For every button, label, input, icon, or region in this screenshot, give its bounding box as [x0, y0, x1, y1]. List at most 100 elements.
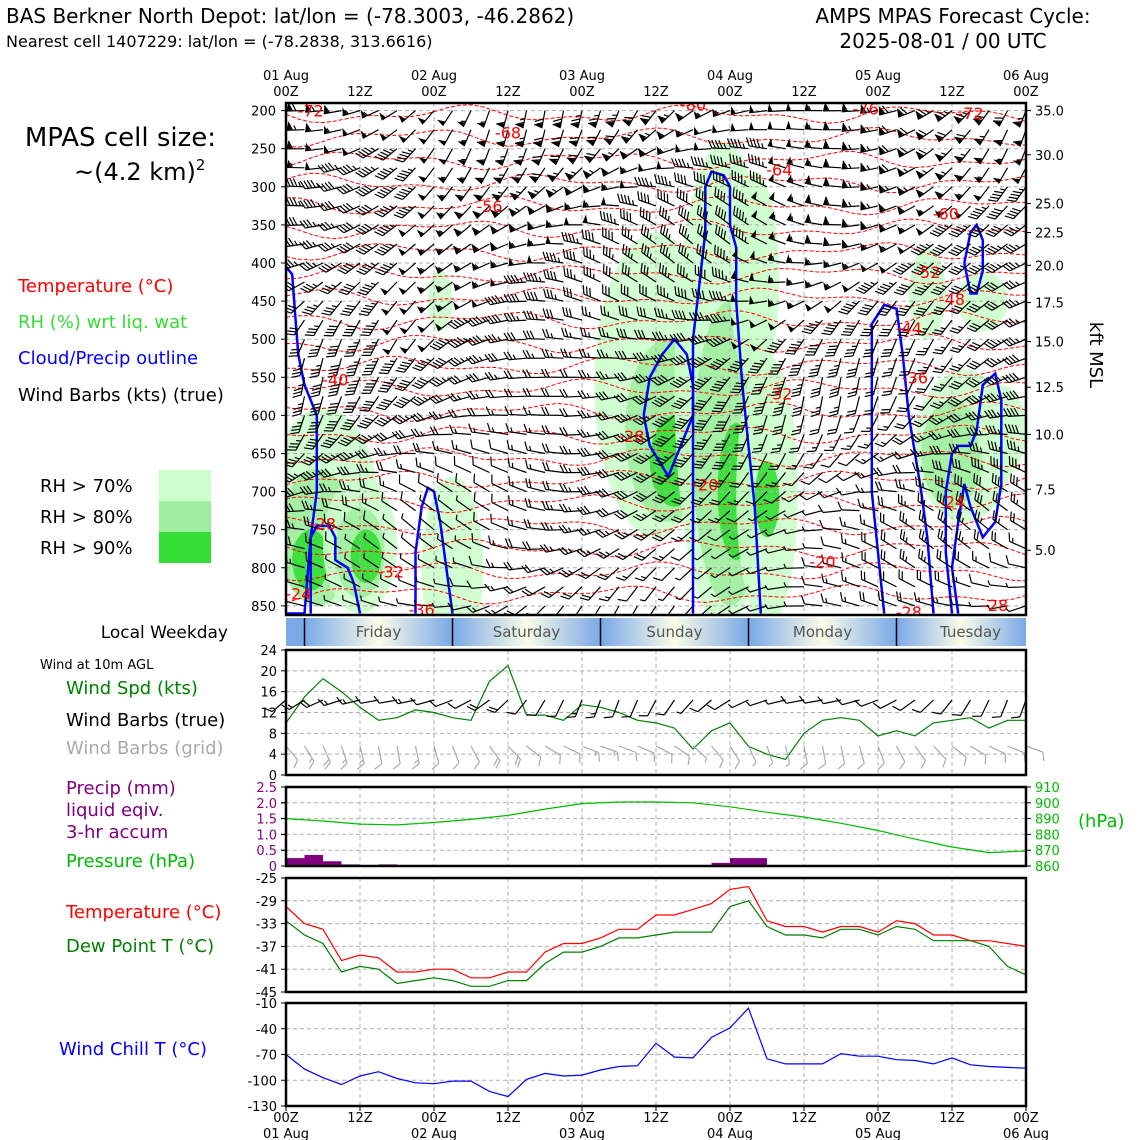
xs-barb-835-staff — [823, 581, 842, 588]
xs-barb-384-staff — [527, 224, 546, 231]
xs-barb-303-flag — [471, 227, 481, 233]
xs-barb-485 — [590, 605, 602, 615]
xs-barb-391-halfflag — [531, 353, 535, 359]
xs-barb-386-pennant — [527, 254, 533, 263]
xs-barb-60-halfflag — [312, 221, 317, 227]
xs-barb-419-flag — [541, 368, 547, 378]
xs-barb-147-halfflag — [371, 341, 377, 344]
xs-barb-32 — [286, 197, 305, 207]
xs-barb-158 — [363, 533, 379, 550]
xs-barb-76 — [303, 516, 324, 531]
xs-barb-201 — [399, 338, 416, 354]
legend-cloud: Cloud/Precip outline — [18, 348, 198, 369]
xs-barb-314 — [468, 423, 490, 435]
xs-barb-493-flag — [611, 231, 613, 241]
xs-barb-813-staff — [822, 166, 842, 169]
xs-barb-433-flag — [568, 140, 578, 143]
xs-barb-66-flag — [308, 352, 318, 355]
xs-barb-137-flag — [364, 147, 373, 154]
xs-barb-104 — [325, 531, 342, 550]
xs-barb-386 — [526, 254, 546, 264]
xs-barb-296-flag — [447, 602, 454, 611]
xs-barb-294-staff — [453, 561, 472, 569]
xs-barb-390-flag — [529, 330, 535, 340]
xs-barb-242 — [413, 600, 435, 607]
xs-barb-920 — [896, 147, 916, 158]
xs-barb-482-flag — [580, 549, 588, 556]
xs-barb-446-flag — [562, 368, 569, 378]
top-day-label-10: 06 Aug — [1003, 69, 1049, 84]
xs-barb-772-staff — [799, 415, 805, 434]
xs-barb-212-halfflag — [400, 532, 404, 538]
xs-barb-112 — [336, 183, 361, 195]
xs-barb-318-staff — [473, 500, 490, 512]
xs-barb-869-halfflag — [866, 203, 871, 209]
xs-barb-836 — [820, 593, 842, 607]
xs-barb-125-flag — [337, 441, 347, 447]
xs-barb-787-staff — [804, 182, 823, 188]
xs-barb-260-flag — [433, 426, 439, 435]
xs-barb-362 — [503, 312, 527, 322]
xs-barb-288-staff — [453, 448, 472, 455]
xs-barb-310-flag — [472, 354, 480, 363]
xs-barb-448-flag — [562, 408, 569, 417]
xs-barb-145-halfflag — [371, 302, 377, 305]
xs-barb-511 — [598, 586, 620, 602]
xs-barb-40-flag — [292, 368, 302, 372]
xs-barb-389-flag — [529, 310, 535, 320]
xs-barb-1039 — [966, 357, 990, 370]
xs-barb-402-flag — [521, 565, 529, 573]
xs-barb-144-flag — [364, 284, 374, 288]
xs-barb-67-flag — [310, 371, 320, 375]
xs-barb-111-flag — [342, 165, 351, 173]
xs-barb-108-staff — [342, 110, 361, 117]
xs-barb-208-flag — [395, 458, 399, 468]
xs-barb-619 — [675, 586, 694, 601]
xs-barb-238 — [419, 513, 435, 531]
xs-barb-492-flag — [599, 210, 603, 220]
xs-barb-9-flag — [266, 280, 273, 289]
xs-barb-421 — [541, 406, 564, 416]
xs-barb-252-staff — [437, 281, 453, 293]
xs-barb-167-flag — [374, 212, 383, 218]
xs-barb-835-flag — [821, 573, 825, 583]
xs-barb-455-halfflag — [567, 548, 573, 553]
xs-barb-242-halfflag — [413, 600, 417, 606]
xs-barb-132 — [344, 553, 361, 569]
xs-barb-295-flag — [448, 577, 454, 586]
xs-barb-860 — [840, 533, 860, 550]
xs-barb-247-staff — [441, 186, 453, 202]
xs-barb-231 — [410, 395, 435, 407]
xs-barb-382-flag — [527, 191, 537, 196]
xs-barb-266 — [436, 533, 453, 550]
xs-barb-508-halfflag — [604, 530, 610, 535]
xs-barb-909-halfflag — [879, 456, 884, 461]
xs-barb-391-flag — [522, 349, 528, 359]
xs-barb-1003-staff — [958, 186, 971, 201]
xs-barb-486-flag — [605, 121, 615, 123]
xs-barb-68 — [310, 377, 324, 398]
xs-barb-704 — [745, 137, 768, 150]
xs-barb-305-pennant — [471, 262, 478, 271]
xs-barb-496-flag — [602, 284, 604, 294]
xs-barb-463-staff — [583, 186, 601, 194]
xs-barb-85-flag — [327, 181, 335, 190]
xs-barb-294-halfflag — [452, 557, 455, 563]
xs-barb-64-staff — [310, 300, 324, 315]
xs-barb-472 — [578, 348, 601, 359]
xs-barb-757-staff — [785, 127, 805, 131]
xs-barb-890-staff — [860, 599, 879, 607]
xs-barb-357-flag — [508, 223, 516, 231]
xs-barb-397-staff — [527, 467, 546, 474]
xs-barb-23-flag — [264, 539, 269, 547]
xs-barb-872 — [860, 262, 879, 273]
xs-barb-464-pennant — [582, 199, 588, 208]
xs-barb-1024-staff — [953, 580, 971, 588]
xs-barb-940-staff — [899, 519, 916, 531]
xs-barb-247-pennant — [436, 194, 445, 202]
xs-barb-360 — [503, 274, 527, 284]
xs-barb-423-flag — [545, 443, 550, 453]
xs-barb-216-staff — [421, 110, 435, 125]
xs-barb-62-flag — [305, 261, 314, 269]
xs-barb-407-flag — [550, 155, 560, 157]
